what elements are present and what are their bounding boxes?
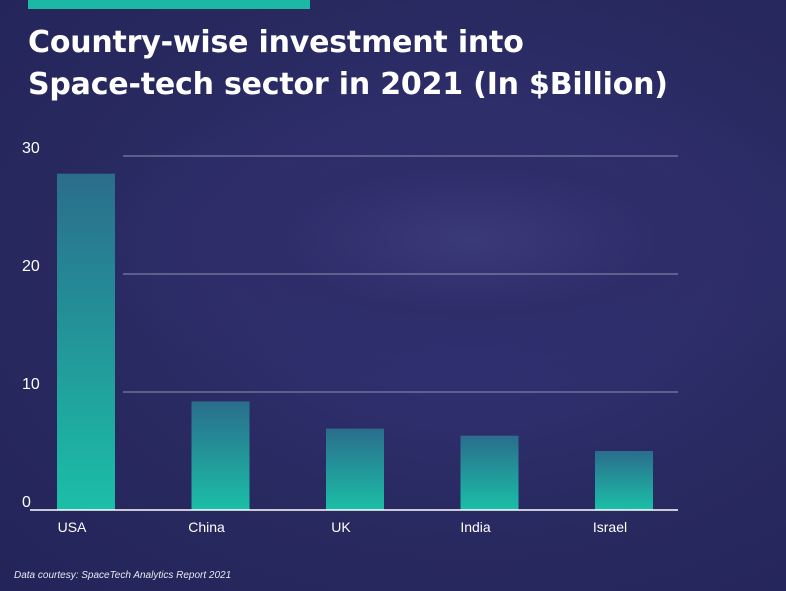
bar-china [191,401,250,510]
top-accent-bar [28,0,310,9]
y-tick-label: 0 [22,494,31,511]
x-tick-label: India [460,519,491,535]
bar-israel [595,451,653,510]
source-note: Data courtesy: SpaceTech Analytics Repor… [14,570,232,581]
chart-title-line-1: Country-wise investment into [28,25,524,60]
x-tick-label: USA [58,519,87,535]
gridlines [123,155,678,393]
bar-uk [326,428,384,510]
chart-title: Country-wise investment into Space-tech … [28,22,768,106]
bar-usa [57,173,115,510]
y-tick-label: 10 [22,376,40,393]
x-tick-label: China [188,519,225,535]
chart-title-line-2: Space-tech sector in 2021 (In $Billion) [28,67,668,102]
x-tick-label: UK [331,519,351,535]
y-axis-ticks: 0 10 20 30 [22,140,40,511]
y-tick-label: 30 [22,140,40,157]
y-tick-label: 20 [22,258,40,275]
bars [57,173,653,510]
bar-india [460,435,519,510]
x-axis-ticks: USA China UK India Israel [58,519,628,535]
x-tick-label: Israel [593,519,627,535]
